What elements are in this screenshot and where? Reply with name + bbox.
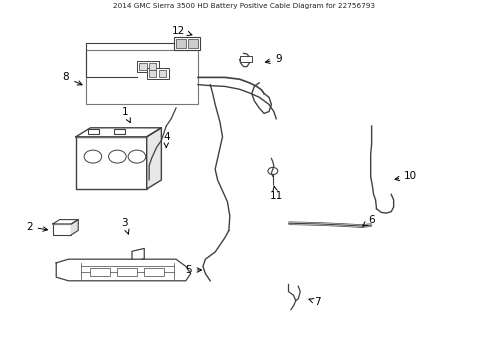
Text: 3: 3: [121, 218, 129, 234]
Text: 2014 GMC Sierra 3500 HD Battery Positive Cable Diagram for 22756793: 2014 GMC Sierra 3500 HD Battery Positive…: [113, 3, 375, 9]
Bar: [149, 70, 156, 77]
Text: 9: 9: [265, 54, 282, 64]
Bar: [139, 63, 146, 70]
Bar: [173, 37, 200, 50]
Bar: [144, 268, 163, 276]
Bar: [239, 56, 251, 62]
Bar: [85, 50, 198, 104]
Bar: [76, 137, 146, 189]
Bar: [117, 268, 137, 276]
Bar: [88, 129, 99, 134]
Polygon shape: [146, 128, 161, 189]
Bar: [90, 268, 110, 276]
Text: 10: 10: [394, 171, 416, 181]
Text: 6: 6: [362, 215, 374, 226]
Text: 7: 7: [308, 297, 321, 307]
Text: 1: 1: [121, 107, 130, 122]
Polygon shape: [53, 220, 78, 224]
Bar: [176, 39, 185, 48]
Text: 12: 12: [171, 26, 191, 36]
Polygon shape: [76, 128, 161, 137]
Bar: [114, 129, 124, 134]
Bar: [53, 224, 71, 235]
Polygon shape: [56, 259, 190, 281]
Text: 11: 11: [269, 186, 283, 201]
Text: 2: 2: [26, 222, 47, 232]
Text: 8: 8: [62, 72, 82, 85]
Bar: [188, 39, 198, 48]
Text: 4: 4: [163, 132, 169, 148]
Bar: [146, 68, 168, 79]
Text: 5: 5: [184, 265, 201, 275]
Bar: [149, 63, 156, 70]
Bar: [159, 70, 166, 77]
Polygon shape: [71, 220, 78, 235]
Bar: [137, 61, 159, 72]
